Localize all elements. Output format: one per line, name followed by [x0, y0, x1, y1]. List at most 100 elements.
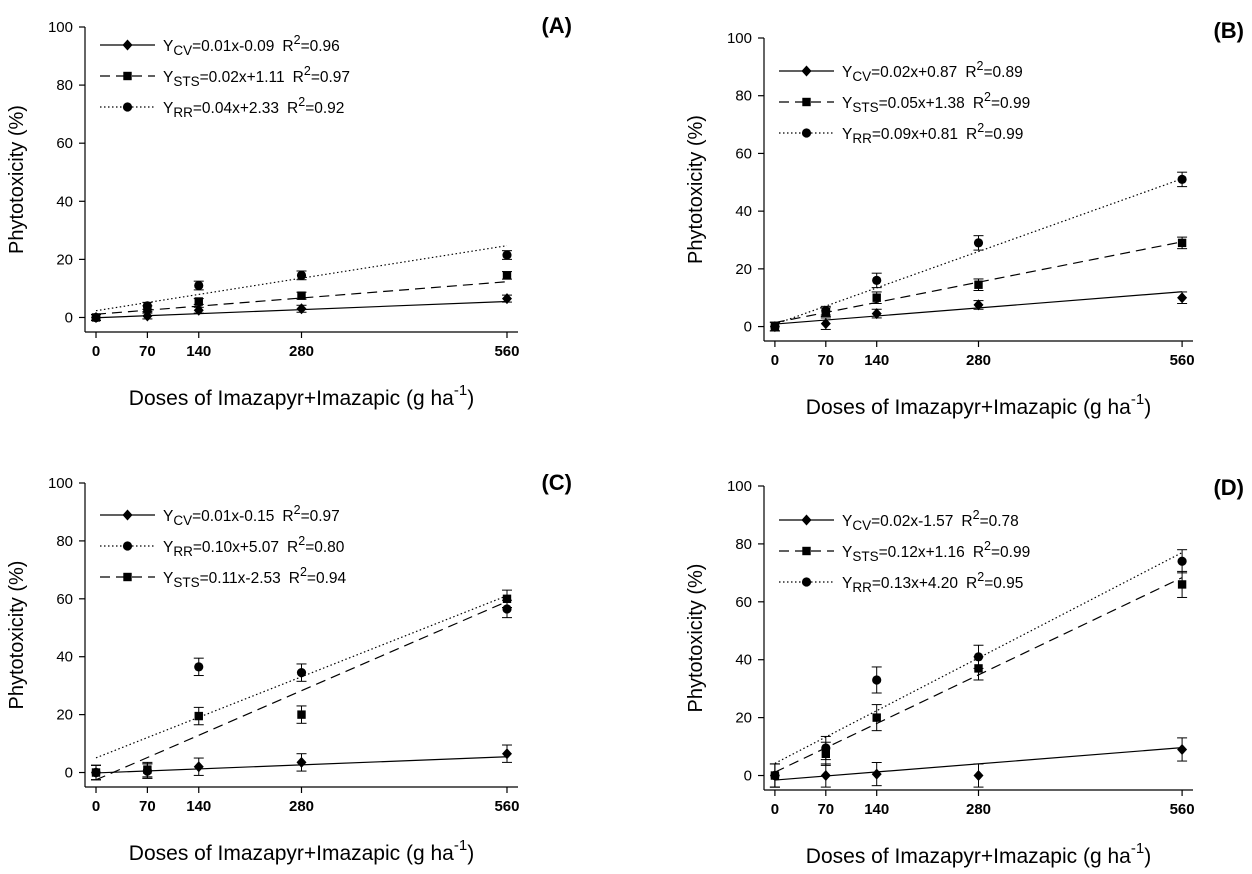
x-axis-label-sup: -1: [454, 382, 467, 399]
legend-r2-value: =0.80: [305, 539, 345, 556]
legend-label: YCV=0.02x+0.87 R2=0.89: [842, 59, 1023, 84]
legend-subscript: CV: [852, 69, 871, 84]
legend-entry-sts: YSTS=0.11x-2.53 R2=0.94: [100, 565, 347, 590]
chart-panel-b: 0 20 40 60 80 100 0 70 140 280 560 Phytotoxicity (%…: [685, 18, 1244, 419]
legend-r2-value: =0.99: [991, 544, 1030, 561]
data-point-circle: [122, 102, 133, 112]
chart-panel-d: 0 20 40 60 80 100 0 70 140 280 560 Phytotoxicity (%…: [685, 475, 1244, 868]
y-tick-label: 0: [65, 309, 73, 326]
legend-label: YCV=0.01x-0.09 R2=0.96: [163, 33, 340, 58]
data-point-square: [974, 280, 983, 289]
y-axis-label: Phytotoxicity (%): [6, 561, 28, 710]
legend-entry-cv: YCV=0.01x-0.09 R2=0.96: [100, 33, 340, 58]
data-point-square: [802, 546, 811, 556]
x-axis-label-sup: -1: [1131, 391, 1144, 408]
data-point-circle: [502, 250, 512, 260]
y-tick-label: 100: [727, 478, 752, 495]
data-point-circle: [973, 652, 984, 662]
legend-entry-cv: YCV=0.02x-1.57 R2=0.78: [779, 508, 1019, 533]
x-axis-label: Doses of Imazapyr+Imazapic (g ha-1): [806, 840, 1151, 868]
data-point-square: [194, 297, 203, 306]
legend-y: Y: [163, 38, 173, 55]
legend-label: YRR=0.09x+0.81 R2=0.99: [842, 121, 1023, 146]
y-tick-label: 40: [56, 649, 73, 666]
data-point-square: [297, 710, 306, 719]
y-tick-label: 60: [56, 591, 73, 608]
x-tick-label: 70: [139, 798, 156, 815]
x-tick-label: 70: [817, 352, 834, 369]
y-tick-label: 40: [735, 203, 752, 220]
data-point-diamond: [122, 509, 133, 521]
data-point-diamond: [501, 293, 512, 305]
x-tick-label: 0: [92, 343, 100, 360]
legend-entry-rr: YRR=0.04x+2.33 R2=0.92: [100, 95, 344, 120]
legend-r2-value: =0.99: [991, 95, 1030, 112]
data-point-circle: [821, 306, 831, 316]
legend-r2-sup: 2: [298, 534, 305, 548]
legend-equation: =0.04x+2.33: [193, 100, 279, 117]
legend-r: R: [282, 38, 293, 55]
legend-r2-sup: 2: [984, 90, 991, 104]
legend-r: R: [293, 69, 304, 86]
data-point-circle: [770, 321, 780, 332]
legend-equation: =0.01x-0.09: [192, 38, 274, 55]
legend-label: YSTS=0.12x+1.16 R2=0.99: [842, 539, 1030, 564]
data-point-circle: [872, 675, 882, 685]
y-tick-label: 0: [744, 319, 752, 336]
series-rr: [91, 245, 512, 323]
panel-label: (B): [1213, 18, 1244, 43]
data-point-diamond: [871, 308, 882, 320]
data-point-circle: [194, 662, 204, 672]
data-point-diamond: [142, 310, 153, 322]
legend-subscript: CV: [852, 518, 871, 533]
legend-entry-rr: YRR=0.10x+5.07 R2=0.80: [100, 534, 345, 559]
y-tick-label: 20: [56, 707, 73, 724]
x-tick-label: 560: [1170, 801, 1195, 818]
y-axis-label: Phytotoxicity (%): [6, 105, 28, 254]
y-tick-label: 20: [735, 710, 752, 727]
y-tick-label: 100: [48, 19, 73, 36]
series-rr: [769, 171, 1188, 332]
x-axis-label: Doses of Imazapyr+Imazapic (g ha-1): [129, 382, 474, 410]
legend-y: Y: [163, 69, 173, 86]
legend-label: YCV=0.01x-0.15 R2=0.97: [163, 503, 340, 528]
data-point-square: [123, 572, 132, 582]
legend-r2-value: =0.95: [984, 575, 1023, 592]
legend-subscript: CV: [173, 513, 192, 528]
x-tick-label: 140: [186, 343, 211, 360]
x-tick-label: 70: [139, 343, 156, 360]
x-tick-label: 140: [186, 798, 211, 815]
data-point-circle: [801, 128, 812, 138]
data-point-circle: [801, 577, 812, 587]
series-cv: [769, 291, 1188, 333]
x-tick-label: 560: [494, 343, 519, 360]
x-axis-label-end: ): [1144, 396, 1151, 419]
regression-line: [95, 600, 508, 781]
legend-label: YSTS=0.02x+1.11 R2=0.97: [163, 64, 350, 89]
legend-r: R: [966, 126, 977, 143]
x-tick-label: 280: [289, 798, 314, 815]
legend-r2-value: =0.99: [984, 126, 1023, 143]
y-tick-label: 60: [56, 135, 73, 152]
data-point-diamond: [801, 514, 812, 526]
legend-subscript: STS: [173, 575, 199, 590]
data-point-square: [1177, 580, 1187, 589]
regression-line: [774, 178, 1183, 325]
legend-label: YSTS=0.11x-2.53 R2=0.94: [163, 565, 347, 590]
x-axis-label-main: Doses of Imazapyr+Imazapic (g ha: [129, 387, 454, 410]
data-point-circle: [1177, 556, 1187, 566]
legend-r2-sup: 2: [298, 95, 305, 109]
data-point-circle: [1177, 174, 1187, 184]
y-tick-label: 0: [65, 765, 73, 782]
regression-line: [95, 281, 508, 315]
legend-subscript: STS: [173, 74, 199, 89]
legend-r2-sup: 2: [977, 59, 984, 73]
data-point-circle: [872, 275, 882, 285]
data-point-diamond: [1177, 292, 1188, 304]
data-point-square: [802, 97, 811, 107]
x-tick-label: 140: [864, 352, 889, 369]
legend-r: R: [287, 100, 298, 117]
data-point-circle: [770, 770, 780, 781]
data-point-square: [502, 271, 512, 280]
y-axis-label: Phytotoxicity (%): [685, 564, 707, 713]
